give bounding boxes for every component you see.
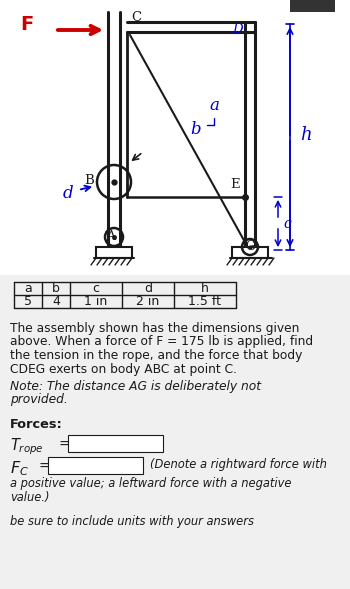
- Text: C: C: [131, 11, 141, 24]
- Text: A: A: [106, 230, 116, 243]
- Text: provided.: provided.: [10, 393, 68, 406]
- Text: G: G: [245, 240, 255, 253]
- Text: $F_C$: $F_C$: [10, 459, 29, 478]
- Text: =: =: [58, 438, 70, 452]
- Text: b: b: [191, 121, 201, 138]
- Text: be sure to include units with your answers: be sure to include units with your answe…: [10, 515, 254, 528]
- Text: 2 in: 2 in: [136, 295, 160, 308]
- Text: d: d: [63, 184, 73, 201]
- FancyBboxPatch shape: [68, 435, 163, 452]
- Text: a positive value; a leftward force with a negative: a positive value; a leftward force with …: [10, 478, 292, 491]
- Text: a: a: [209, 97, 219, 114]
- Bar: [0, 0, 350, 275]
- Bar: [232, 247, 268, 258]
- Text: the tension in the rope, and the force that body: the tension in the rope, and the force t…: [10, 349, 302, 362]
- Text: a: a: [24, 282, 32, 295]
- Text: CDEG exerts on body ABC at point C.: CDEG exerts on body ABC at point C.: [10, 362, 237, 376]
- Text: b: b: [52, 282, 60, 295]
- Text: D: D: [232, 23, 243, 36]
- Bar: [290, 0, 335, 12]
- Text: $T_{rope}$: $T_{rope}$: [10, 436, 44, 457]
- Bar: [96, 247, 132, 258]
- Text: 5: 5: [24, 295, 32, 308]
- Text: Note: The distance AG is deliberately not: Note: The distance AG is deliberately no…: [10, 380, 261, 393]
- Text: h: h: [300, 126, 312, 144]
- Text: E: E: [230, 178, 240, 191]
- Text: The assembly shown has the dimensions given: The assembly shown has the dimensions gi…: [10, 322, 299, 335]
- Text: 1 in: 1 in: [84, 295, 108, 308]
- Text: c: c: [92, 282, 99, 295]
- FancyBboxPatch shape: [48, 457, 143, 474]
- Text: value.): value.): [10, 491, 49, 504]
- Text: (Denote a rightward force with: (Denote a rightward force with: [150, 458, 327, 471]
- Text: 1.5 ft: 1.5 ft: [189, 295, 222, 308]
- Text: =: =: [38, 460, 50, 474]
- Text: 4: 4: [52, 295, 60, 308]
- Text: Forces:: Forces:: [10, 418, 63, 431]
- Text: d: d: [144, 282, 152, 295]
- Text: B: B: [84, 174, 94, 187]
- Text: h: h: [201, 282, 209, 295]
- Text: F: F: [20, 15, 33, 35]
- Text: above. When a force of F = 175 lb is applied, find: above. When a force of F = 175 lb is app…: [10, 336, 313, 349]
- Text: c: c: [283, 217, 291, 231]
